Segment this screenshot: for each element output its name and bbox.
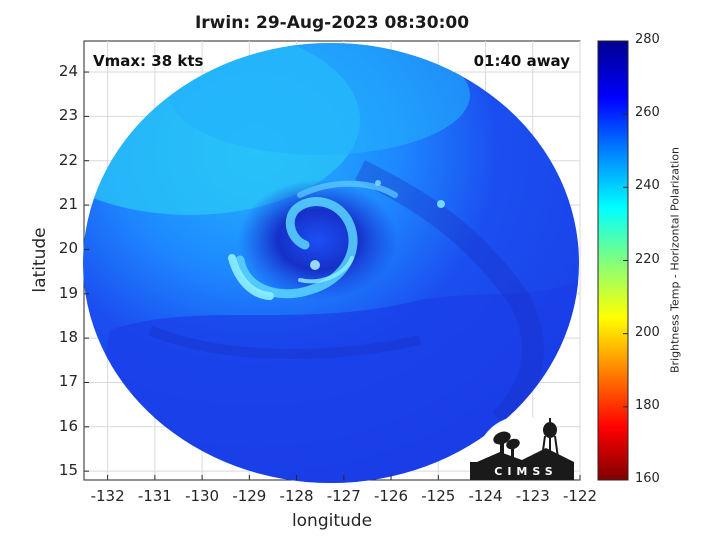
colorbar-tick-label: 240 <box>635 178 660 194</box>
y-tick-label: 23 <box>58 106 78 125</box>
y-axis-label: latitude <box>30 227 50 293</box>
time-away-annotation: 01:40 away <box>473 52 570 70</box>
x-tick-label: -126 <box>374 487 409 505</box>
x-tick-label: -125 <box>421 487 456 505</box>
x-tick-label: -123 <box>515 487 550 505</box>
y-tick-label: 22 <box>58 150 78 169</box>
x-tick-label: -130 <box>185 487 220 505</box>
colorbar-tick-label: 260 <box>635 105 660 121</box>
x-tick-label: -127 <box>326 487 361 505</box>
cimss-logo-icon <box>470 416 574 480</box>
x-tick-label: -132 <box>90 487 125 505</box>
x-tick-label: -124 <box>468 487 503 505</box>
y-tick-label: 17 <box>58 372 78 391</box>
x-tick-label: -131 <box>137 487 172 505</box>
y-tick-label: 16 <box>58 416 78 435</box>
y-tick-label: 15 <box>58 461 78 480</box>
x-tick-label: -122 <box>562 487 598 505</box>
chart-title: Irwin: 29-Aug-2023 08:30:00 <box>194 13 470 33</box>
colorbar-tick-label: 200 <box>635 324 660 340</box>
colorbar-label: Brightness Temp - Horizontal Polarizatio… <box>668 147 682 373</box>
colorbar-tick-label: 220 <box>635 251 660 267</box>
vmax-annotation: Vmax: 38 kts <box>93 52 204 70</box>
colorbar-tick-label: 180 <box>635 397 660 413</box>
y-tick-label: 18 <box>58 328 78 347</box>
y-tick-label: 24 <box>58 62 78 81</box>
y-tick-label: 20 <box>58 239 78 258</box>
logo-text: CIMSS <box>494 465 558 478</box>
y-tick-label: 21 <box>58 195 78 214</box>
y-tick-label: 19 <box>58 283 78 302</box>
x-tick-label: -128 <box>279 487 314 505</box>
colorbar-tick-label: 160 <box>635 471 660 486</box>
colorbar-ticks <box>623 40 628 481</box>
x-tick-label: -129 <box>232 487 267 505</box>
x-axis-label: longitude <box>291 511 373 531</box>
colorbar-tick-label: 280 <box>635 32 660 47</box>
